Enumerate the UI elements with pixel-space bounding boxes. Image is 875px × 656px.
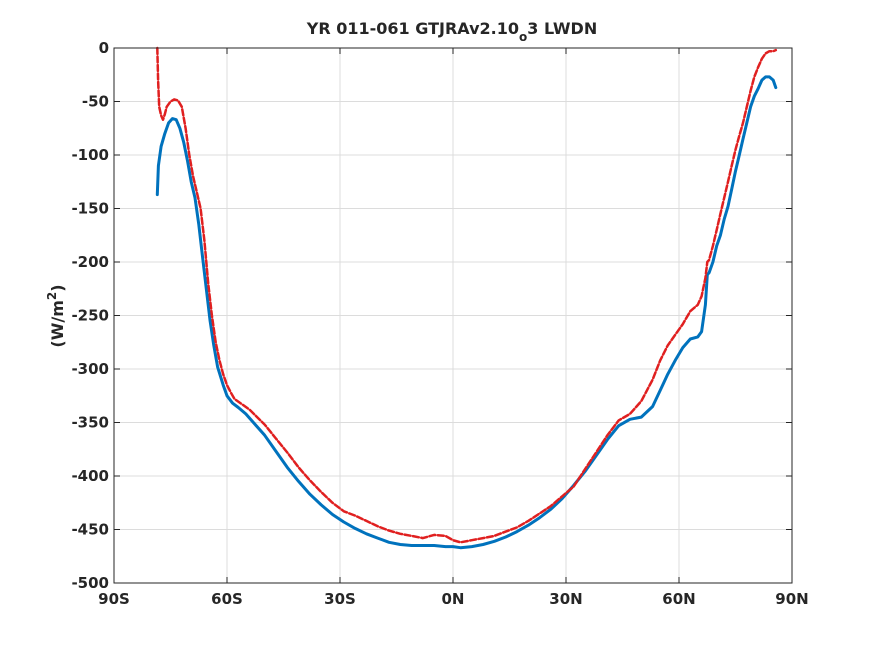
chart-title: YR 011-061 GTJRAv2.10o3 LWDN <box>306 19 597 44</box>
ylabel-superscript: 2 <box>45 292 59 300</box>
series-line-2 <box>156 46 778 544</box>
y-tick-label: -500 <box>71 574 109 592</box>
title-main: YR 011-061 GTJRAv2.10 <box>306 19 519 38</box>
title-suffix: 3 LWDN <box>527 19 597 38</box>
x-tick-label: 90N <box>775 590 808 608</box>
y-tick-label: -300 <box>71 360 109 378</box>
grid <box>113 47 793 584</box>
x-tick-label: 30S <box>324 590 356 608</box>
title-subscript: o <box>519 30 527 44</box>
x-tick-label: 0N <box>442 590 465 608</box>
y-tick-label: -400 <box>71 467 109 485</box>
y-tick-label: -100 <box>71 146 109 164</box>
y-tick-label: -450 <box>71 521 109 539</box>
y-axis-label: (W/m2) <box>45 284 67 347</box>
ylabel-suffix: ) <box>48 284 67 291</box>
x-tick-label: 30N <box>549 590 582 608</box>
x-tick-label: 60N <box>662 590 695 608</box>
y-tick-label: -50 <box>82 93 109 111</box>
y-tick-label: 0 <box>99 39 109 57</box>
y-tick-label: -350 <box>71 414 109 432</box>
plot-lines <box>155 46 778 550</box>
ylabel-prefix: (W/m <box>48 300 67 347</box>
x-tick-label: 60S <box>211 590 243 608</box>
y-tick-label: -250 <box>71 307 109 325</box>
x-tick-label: 90S <box>98 590 130 608</box>
axis-ticks: 90S 60S 30S 0N 30N 60N 90N 0 -50 -100 -150 -200 -250… <box>71 39 808 608</box>
series-line-1 <box>155 75 778 550</box>
y-tick-label: -150 <box>71 200 109 218</box>
y-tick-label: -200 <box>71 253 109 271</box>
